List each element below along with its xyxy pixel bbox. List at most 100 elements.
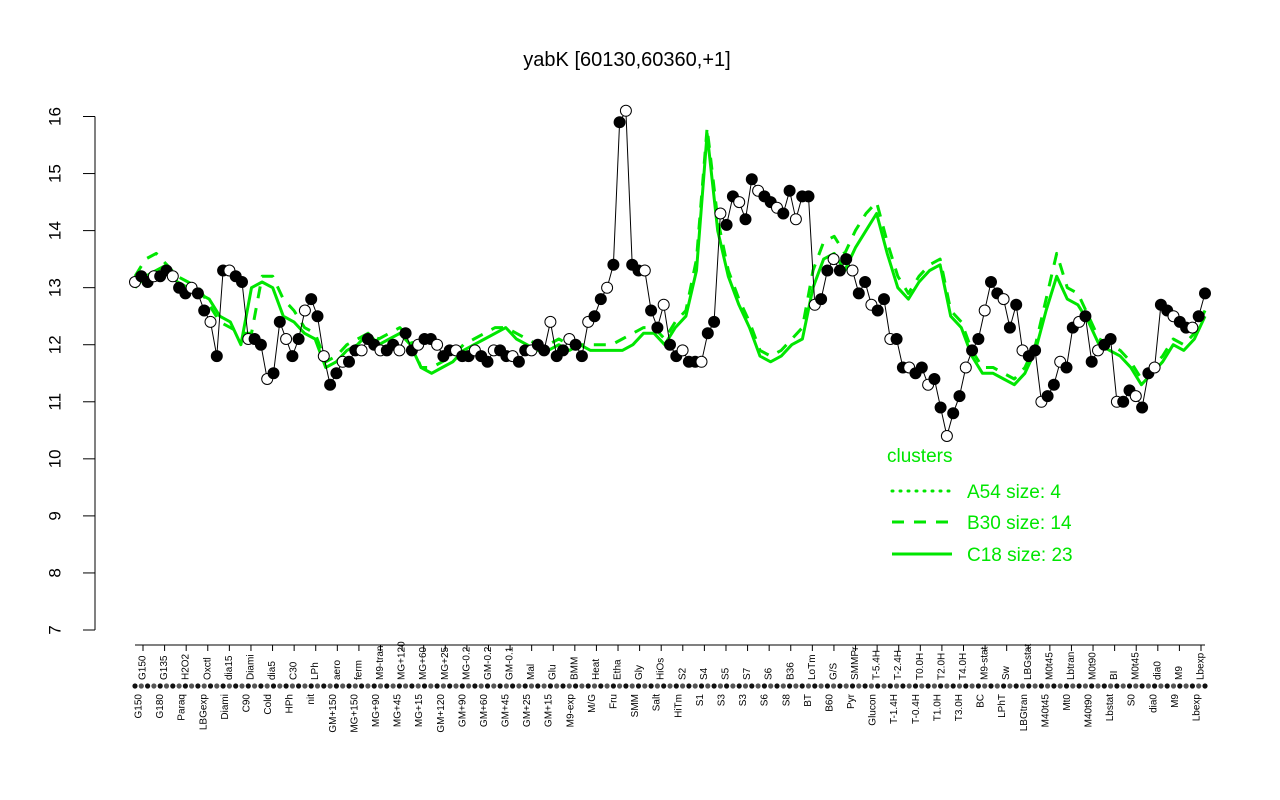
- data-point: [538, 344, 551, 357]
- x-tick-dot: [472, 683, 478, 689]
- x-axis: G150 G135 H2O2 Oxctl dia15 Diami dia5 C30 LPh aer…: [132, 641, 1208, 733]
- x-tick-dot: [868, 683, 875, 689]
- x-tick-label-bottom: M9: [1170, 694, 1181, 708]
- x-tick-dot: [805, 683, 812, 689]
- x-tick-dot: [207, 683, 214, 689]
- x-tick-label-bottom: S3: [738, 694, 749, 707]
- x-tick-dot: [635, 683, 642, 689]
- x-tick-dot: [296, 683, 302, 689]
- x-tick-dot: [875, 683, 881, 689]
- x-tick-label-top: C30: [289, 661, 300, 680]
- x-tick-dot: [535, 683, 541, 689]
- x-tick-label-top: Heat: [591, 659, 602, 680]
- x-tick-dot: [151, 683, 157, 689]
- x-tick-label-top: T0.0H: [915, 653, 926, 680]
- data-point: [997, 293, 1010, 306]
- x-tick-dot: [1139, 683, 1145, 689]
- x-tick-label-top: M9-tran: [375, 646, 386, 680]
- x-tick-dot: [768, 683, 774, 689]
- y-tick-label: 10: [46, 449, 65, 468]
- x-tick-label-top: S4: [699, 667, 710, 680]
- data-point: [355, 344, 368, 357]
- x-tick-label-top: ferm: [353, 660, 364, 680]
- data-point: [191, 287, 204, 300]
- x-tick-label-top: G150: [138, 655, 149, 680]
- x-tick-dot: [705, 683, 711, 689]
- x-tick-dot: [749, 683, 755, 689]
- x-tick-dot: [717, 683, 724, 689]
- x-tick-dot: [1145, 683, 1151, 689]
- x-tick-dot: [642, 683, 648, 689]
- x-tick-label-top: T4.0H: [958, 653, 969, 680]
- x-tick-label-bottom: M9-exp: [565, 694, 576, 728]
- data-point: [481, 355, 494, 368]
- x-tick-dot: [352, 683, 358, 689]
- x-tick-dot: [547, 683, 554, 689]
- x-tick-dot: [327, 683, 333, 689]
- x-tick-label-top: dia5: [267, 661, 278, 680]
- data-point: [783, 184, 796, 197]
- data-point: [324, 378, 337, 391]
- x-tick-label-bottom: BT: [803, 694, 814, 707]
- x-tick-dot: [730, 683, 736, 689]
- x-tick-label-top: aero: [332, 660, 343, 680]
- x-tick-dot: [145, 683, 151, 689]
- x-tick-dot: [308, 683, 314, 689]
- x-tick-dot: [226, 683, 232, 689]
- x-tick-dot: [1070, 683, 1076, 689]
- data-point: [198, 304, 211, 317]
- x-tick-dot: [598, 683, 604, 689]
- x-tick-label-top: M9: [1174, 666, 1185, 680]
- data-point: [544, 315, 557, 328]
- x-tick-dot: [1045, 683, 1051, 689]
- x-tick-dot: [969, 683, 975, 689]
- x-tick-label-top: BI: [1109, 671, 1120, 680]
- x-tick-label-bottom: M40t45: [1040, 694, 1051, 728]
- x-tick-dot: [138, 683, 144, 689]
- x-tick-label-top: T-2.4H: [893, 650, 904, 680]
- data-point: [789, 213, 802, 226]
- data-point: [204, 315, 217, 328]
- x-tick-dot: [434, 683, 440, 689]
- x-tick-label-top: T2.0H: [936, 653, 947, 680]
- x-tick-dot: [931, 683, 938, 689]
- x-tick-label-top: MG-0.2: [461, 646, 472, 680]
- x-tick-label-top: B36: [785, 662, 796, 680]
- legend-title: clusters: [887, 446, 952, 467]
- x-tick-dot: [560, 683, 566, 689]
- x-tick-label-bottom: HPh: [285, 694, 296, 713]
- x-tick-label-bottom: Paraq: [177, 694, 188, 721]
- x-tick-dot: [1108, 683, 1114, 689]
- x-tick-dot: [176, 683, 182, 689]
- data-point: [1060, 361, 1073, 374]
- data-point: [1186, 321, 1199, 334]
- x-tick-dot: [321, 683, 327, 689]
- x-tick-dot: [1019, 683, 1026, 689]
- x-tick-dot: [239, 683, 245, 689]
- x-tick-label-bottom: MG+150: [349, 694, 360, 733]
- x-tick-label-bottom: Pyr: [846, 693, 857, 709]
- x-tick-dot: [742, 683, 749, 689]
- x-tick-dot: [894, 683, 900, 689]
- x-tick-dot: [793, 683, 799, 689]
- x-tick-dot: [1089, 683, 1095, 689]
- data-point: [317, 350, 330, 363]
- data-point: [588, 310, 601, 323]
- x-tick-dot: [1183, 683, 1189, 689]
- x-tick-label-bottom: HiTm: [673, 694, 684, 718]
- data-point: [645, 304, 658, 317]
- x-tick-dot: [503, 683, 509, 689]
- data-point: [676, 344, 689, 357]
- x-tick-dot: [371, 683, 377, 689]
- x-tick-dot: [761, 683, 768, 689]
- data-point: [607, 258, 620, 271]
- x-tick-dot: [189, 683, 195, 689]
- x-tick-label-bottom: S6: [760, 694, 771, 707]
- x-tick-label-bottom: T-1.4H: [889, 694, 900, 724]
- x-tick-dot: [1170, 683, 1177, 689]
- x-tick-dot: [988, 683, 994, 689]
- x-tick-label-bottom: GM+90: [457, 694, 468, 728]
- x-tick-dot: [258, 683, 264, 689]
- data-point: [871, 304, 884, 317]
